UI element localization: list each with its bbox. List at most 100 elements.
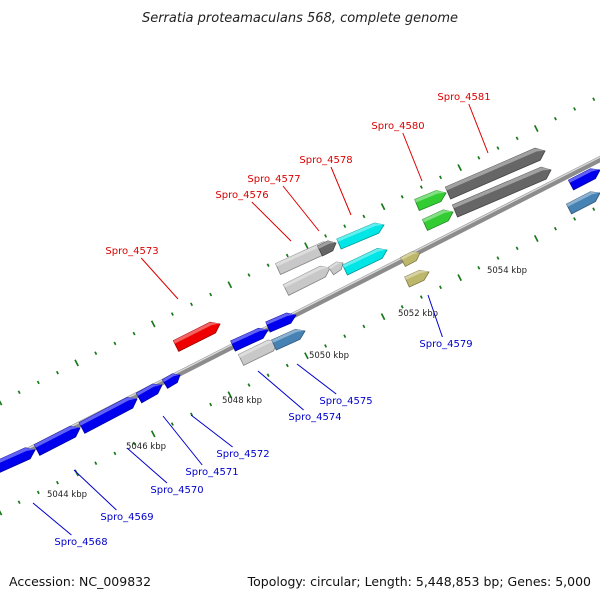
tick-mark-outer <box>132 331 136 336</box>
tick-mark-outer <box>94 351 98 355</box>
leader-line <box>140 257 179 300</box>
leader-line <box>296 363 337 395</box>
gene-arrow-spro-4576 <box>282 265 331 296</box>
gene-arrow-spro-4577 <box>317 240 337 257</box>
tick-mark-inner <box>515 246 519 251</box>
tick-track-outer <box>0 97 596 406</box>
tick-mark-outer <box>55 370 59 375</box>
gene-label: Spro_4580 <box>371 121 424 132</box>
tick-mark-outer <box>17 390 21 395</box>
tick-track-inner <box>0 207 596 516</box>
leader-line <box>126 447 168 484</box>
gene-arrow-spro-4580 <box>421 209 454 231</box>
scale-label: 5050 kbp <box>309 351 349 361</box>
gene-arrow-unlabeled <box>230 327 269 352</box>
scale-label: 5048 kbp <box>222 396 262 406</box>
tick-mark-inner <box>285 363 289 368</box>
tick-mark-outer <box>285 253 289 258</box>
gene-arrow-spro-4575 <box>271 328 306 351</box>
gene-arrow-spro-4573 <box>172 321 221 352</box>
tick-mark-inner <box>17 500 21 505</box>
leader-line <box>427 294 443 338</box>
tick-mark-outer <box>496 146 500 150</box>
tick-mark-outer <box>439 175 443 180</box>
tick-mark-inner <box>324 344 328 348</box>
tick-mark-outer <box>324 234 328 238</box>
tick-mark-inner <box>553 226 557 231</box>
leader-line <box>402 132 423 182</box>
scale-label: 5044 kbp <box>47 490 87 500</box>
gene-arrow-spro-4570 <box>78 397 138 434</box>
tick-mark-inner <box>247 383 251 387</box>
tick-mark-inner <box>477 265 481 270</box>
tick-mark-outer <box>227 281 233 289</box>
leader-line <box>162 415 203 466</box>
scale-label: 5054 kbp <box>487 266 527 276</box>
leader-line <box>468 103 489 154</box>
gene-label: Spro_4576 <box>215 190 268 201</box>
gene-arrow-spro-4576 <box>327 261 344 276</box>
tick-mark-inner <box>150 430 156 438</box>
gene-labels: Spro_4568 Spro_4569 Spro_4570 Spro_4571 Spro… <box>32 92 491 548</box>
gene-arrow-unlabeled <box>567 168 600 191</box>
tick-mark-inner <box>94 461 98 465</box>
map-title: Serratia proteamaculans 568, complete ge… <box>142 11 458 26</box>
gene-arrow-spro-4571 <box>135 383 163 404</box>
tick-mark-outer <box>247 273 251 277</box>
tick-mark-inner <box>209 402 213 407</box>
tick-mark-outer <box>74 359 79 367</box>
tick-mark-outer <box>266 263 270 268</box>
tick-mark-outer <box>457 164 463 172</box>
gene-arrow-unlabeled <box>565 191 600 215</box>
scale-labels: 5044 kbp 5046 kbp 5048 kbp 5050 kbp 5052 kbp… <box>47 266 527 500</box>
gene-label: Spro_4574 <box>288 412 341 423</box>
tick-mark-outer <box>515 136 519 141</box>
tick-mark-inner <box>419 295 423 299</box>
tick-mark-inner <box>266 373 270 378</box>
tick-mark-inner <box>457 274 463 282</box>
tick-mark-outer <box>36 380 40 385</box>
tick-mark-inner <box>533 234 539 242</box>
tick-mark-outer <box>0 400 3 406</box>
leader-line <box>251 201 292 242</box>
gene-track <box>0 147 600 473</box>
gene-label: Spro_4579 <box>419 339 472 350</box>
tick-mark-inner <box>343 334 347 338</box>
gene-label: Spro_4571 <box>185 467 238 478</box>
tick-mark-outer <box>362 214 366 219</box>
tick-mark-inner <box>362 324 366 329</box>
tick-mark-outer <box>190 302 194 307</box>
tick-mark-inner <box>0 510 3 516</box>
gene-label: Spro_4570 <box>150 485 203 496</box>
tick-mark-outer <box>419 185 423 189</box>
gene-arrow-spro-4581 <box>451 166 552 218</box>
tick-mark-inner <box>227 391 233 399</box>
tick-mark-outer <box>592 97 596 102</box>
gene-label: Spro_4581 <box>437 92 490 103</box>
leader-line <box>257 370 304 411</box>
gene-arrow-spro-4568 <box>0 447 36 473</box>
tick-mark-outer <box>113 341 117 346</box>
tick-mark-outer <box>573 107 577 111</box>
gene-arrow-spro-4580 <box>414 190 447 212</box>
tick-mark-inner <box>132 441 136 446</box>
gene-arrow-spro-4579 <box>400 251 421 267</box>
gene-label: Spro_4577 <box>247 174 300 185</box>
tick-mark-outer <box>380 203 386 211</box>
gene-label: Spro_4575 <box>319 396 372 407</box>
tick-mark-inner <box>439 285 443 290</box>
gene-label: Spro_4569 <box>100 512 153 523</box>
tick-mark-inner <box>304 352 309 360</box>
tick-mark-outer <box>553 116 557 121</box>
tick-mark-inner <box>380 313 386 321</box>
gene-arrow-spro-4578 <box>336 222 385 250</box>
gene-label: Spro_4572 <box>216 449 269 460</box>
gene-label: Spro_4568 <box>54 537 107 548</box>
gene-arrow-spro-4569 <box>33 425 81 456</box>
genome-summary-text: Topology: circular; Length: 5,448,853 bp… <box>247 574 591 589</box>
tick-mark-outer <box>477 155 481 160</box>
tick-mark-outer <box>533 124 539 132</box>
gene-arrow-unlabeled <box>265 312 297 333</box>
gene-label: Spro_4573 <box>105 246 158 257</box>
